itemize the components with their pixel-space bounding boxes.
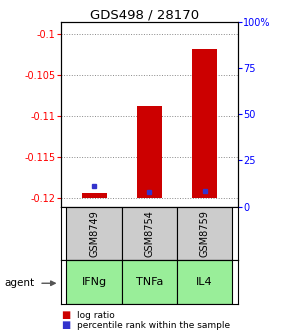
- Bar: [81, 193, 106, 199]
- Text: GSM8754: GSM8754: [144, 210, 154, 257]
- Text: ■: ■: [61, 320, 70, 330]
- Bar: [177, 207, 232, 260]
- Bar: [122, 260, 177, 304]
- Bar: [66, 207, 122, 260]
- Bar: [192, 49, 217, 199]
- Text: IFNg: IFNg: [81, 277, 107, 287]
- Text: GSM8749: GSM8749: [89, 210, 99, 257]
- Text: GDS498 / 28170: GDS498 / 28170: [90, 8, 200, 22]
- Text: percentile rank within the sample: percentile rank within the sample: [77, 321, 230, 330]
- Text: IL4: IL4: [196, 277, 213, 287]
- Bar: [177, 260, 232, 304]
- Bar: [66, 260, 122, 304]
- Text: TNFa: TNFa: [136, 277, 163, 287]
- Bar: [137, 107, 162, 199]
- Text: agent: agent: [4, 278, 35, 288]
- Text: log ratio: log ratio: [77, 311, 115, 320]
- Text: GSM8759: GSM8759: [200, 210, 210, 257]
- Text: ■: ■: [61, 310, 70, 320]
- Bar: [122, 207, 177, 260]
